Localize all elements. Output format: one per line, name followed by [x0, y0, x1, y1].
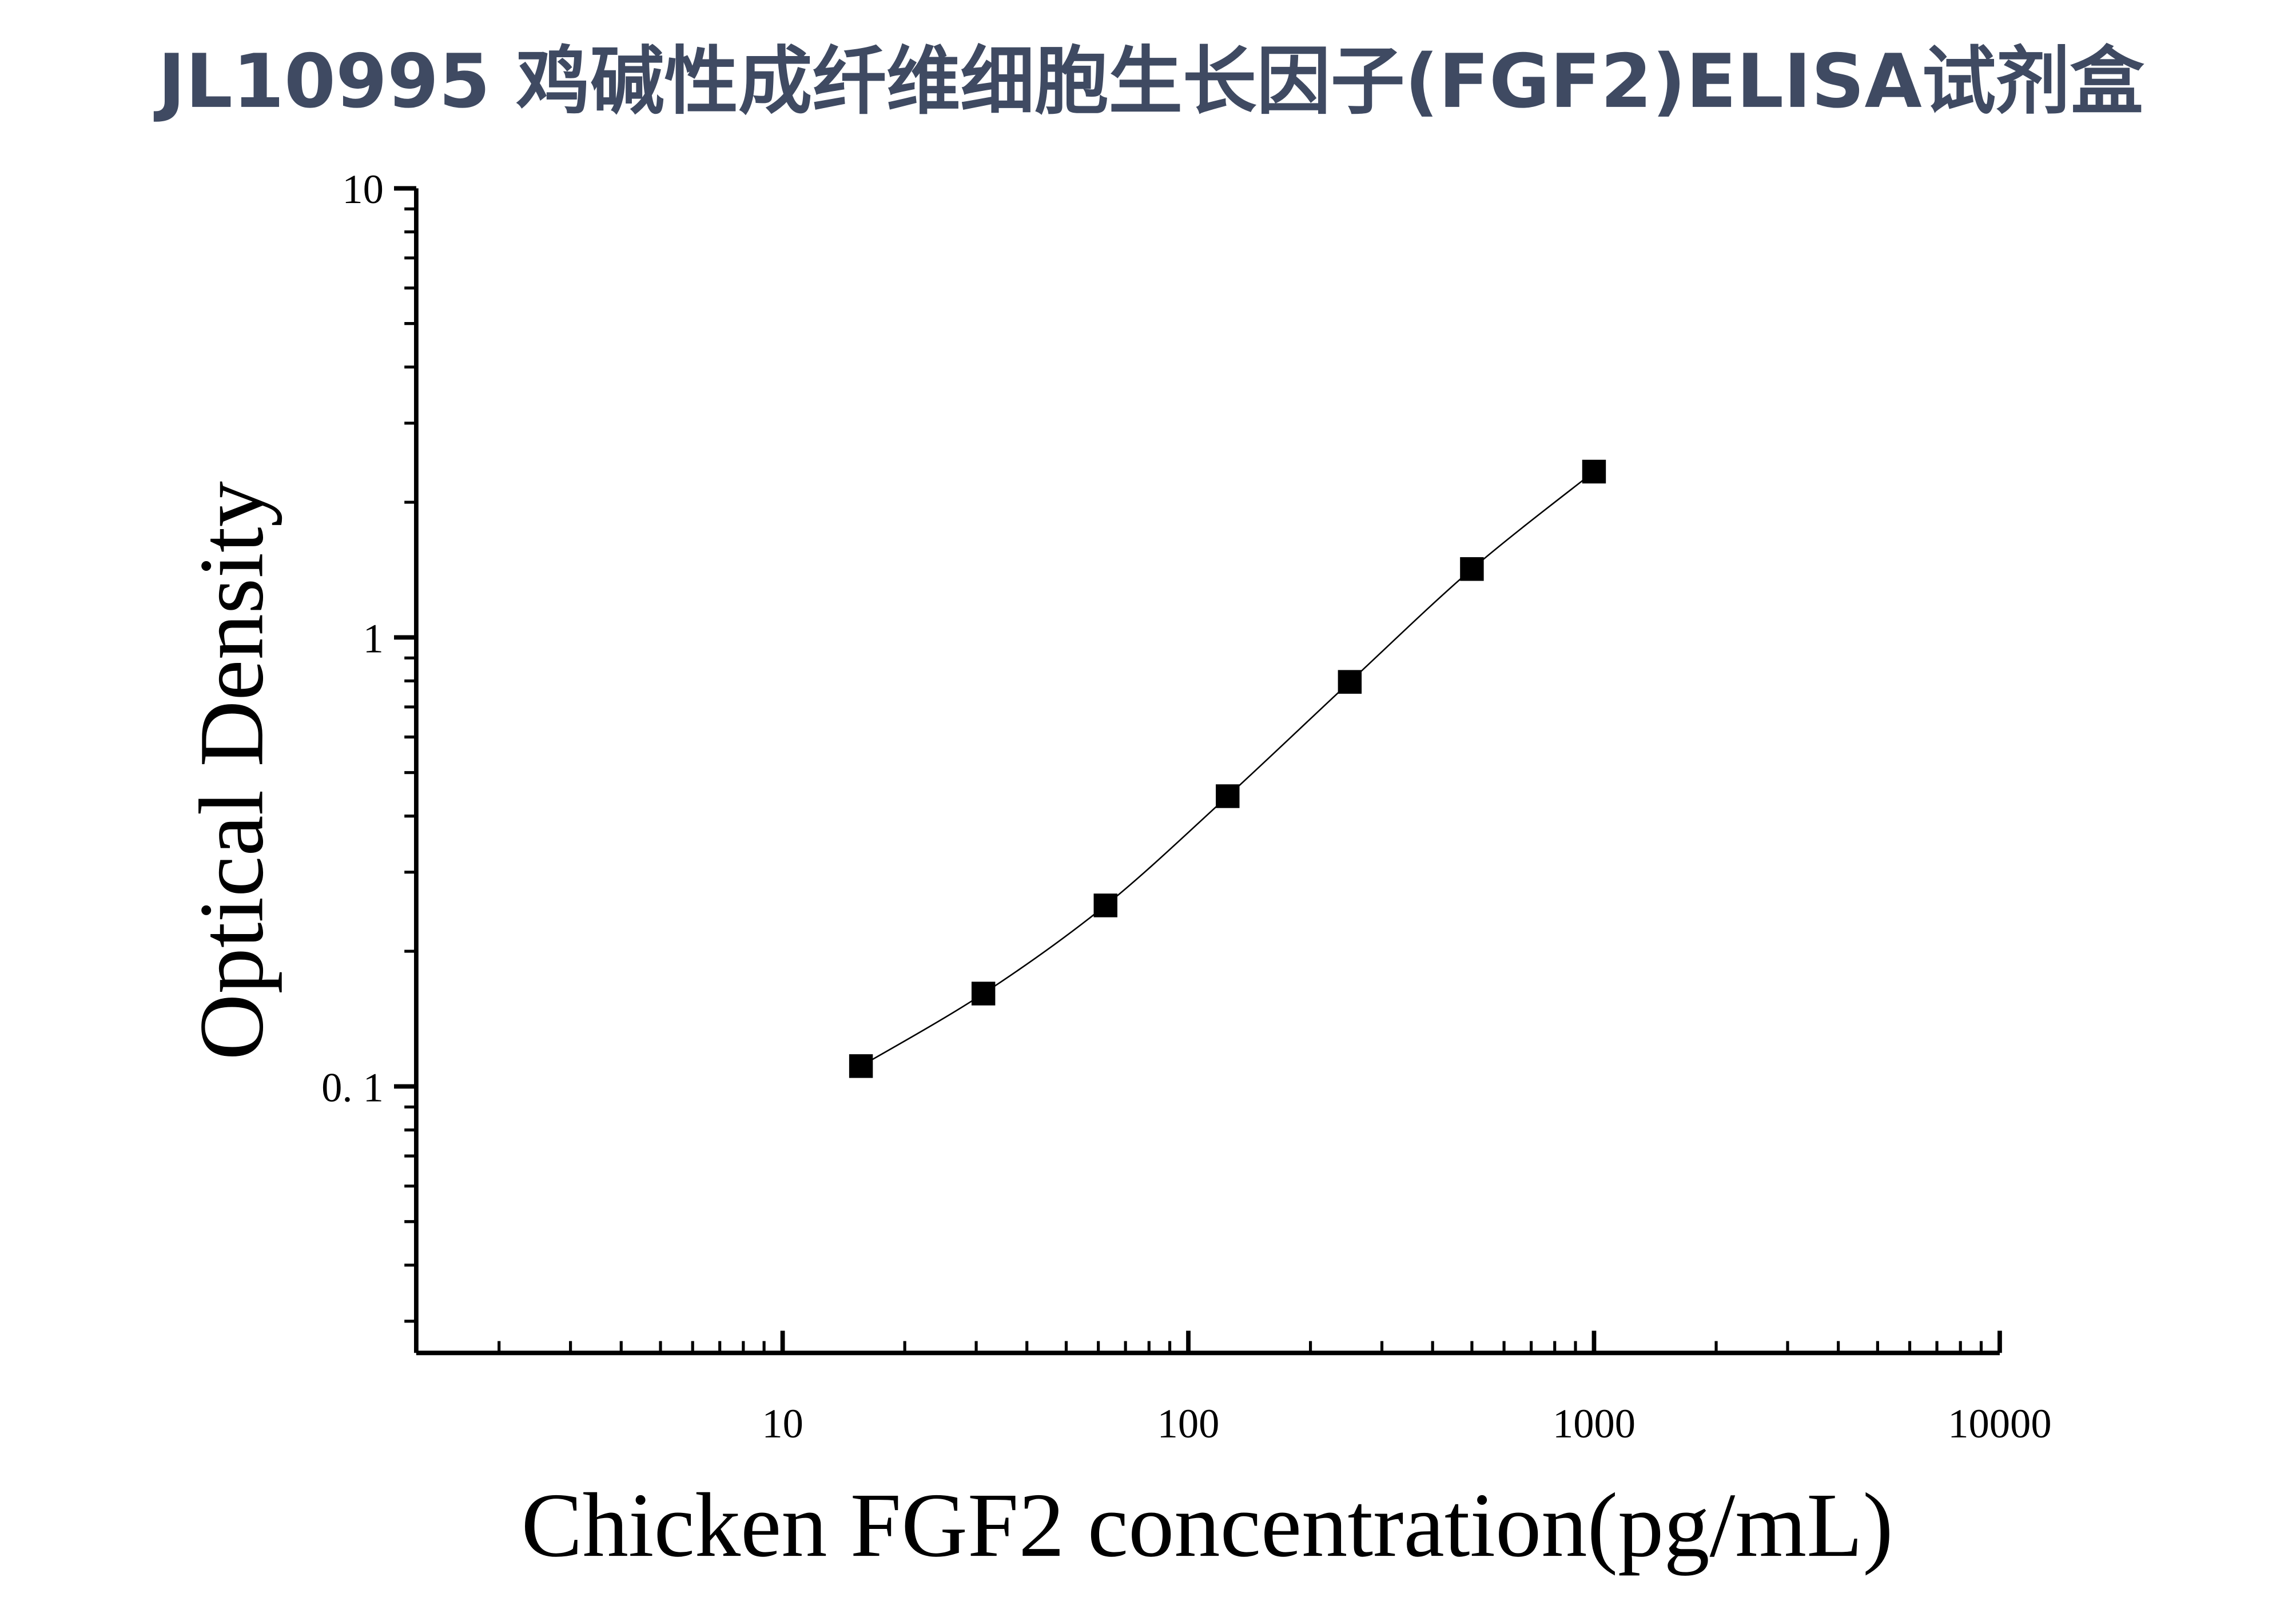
data-point [1338, 670, 1362, 694]
x-tick-label: 10000 [1948, 1400, 2051, 1447]
fit-curve [860, 471, 1595, 1067]
data-point [1582, 459, 1606, 484]
x-tick-label: 1000 [1553, 1400, 1636, 1447]
data-point [849, 1054, 873, 1078]
data-point [1093, 893, 1117, 917]
x-tick-label: 100 [1157, 1400, 1220, 1447]
chart-title: JL10995 鸡碱性成纤维细胞生长因子(FGF2)ELISA试剂盒 [153, 38, 2144, 125]
y-tick-label: 0. 1 [321, 1064, 384, 1110]
data-point [1216, 784, 1240, 808]
x-axis-title: Chicken FGF2 concentration(pg/mL) [521, 1474, 1893, 1576]
y-tick-label: 1 [363, 615, 384, 661]
y-tick-label: 10 [342, 166, 384, 212]
x-tick-label: 10 [762, 1400, 803, 1447]
data-point [1460, 557, 1484, 581]
data-point [971, 982, 996, 1006]
y-axis-title: Optical Density [180, 481, 282, 1060]
